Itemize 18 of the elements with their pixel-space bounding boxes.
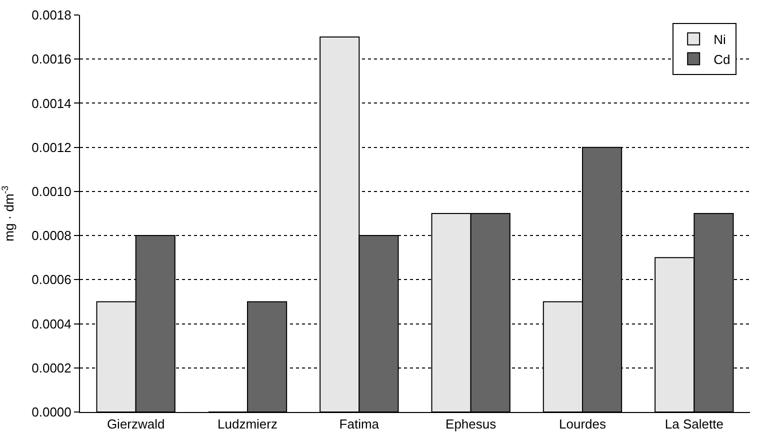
x-tick-label: Fatima [339,416,380,432]
legend-label: Ni [714,32,726,47]
x-tick-label: Lourdes [559,416,606,432]
y-tick-label: 0.0010 [32,184,72,199]
y-tick-label: 0.0018 [32,8,72,23]
x-tick-label: Ludzmierz [218,416,278,432]
x-tick-label: Ephesus [446,416,497,432]
y-tick-label: 0.0012 [32,140,72,155]
y-tick-label: 0.0004 [32,316,72,332]
y-tick-label: 0.0008 [32,228,72,244]
y-tick-label: 0.0014 [32,96,72,111]
y-tick-label: 0.0002 [32,360,72,376]
y-tick-label: 0.0000 [32,404,72,420]
x-tick-label: Gierzwald [106,416,165,432]
y-tick-label: 0.0016 [32,52,72,67]
legend-label: Cd [714,52,730,67]
y-tick-label: 0.0006 [32,272,72,288]
x-tick-label: La Salette [664,416,724,432]
